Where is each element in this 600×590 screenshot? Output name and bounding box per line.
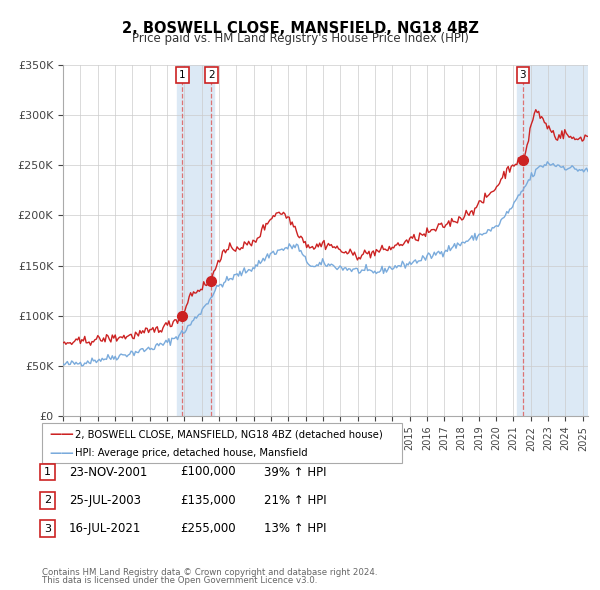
Text: ——: ——	[49, 447, 74, 460]
Text: 2, BOSWELL CLOSE, MANSFIELD, NG18 4BZ: 2, BOSWELL CLOSE, MANSFIELD, NG18 4BZ	[122, 21, 478, 35]
Text: 25-JUL-2003: 25-JUL-2003	[69, 494, 141, 507]
Text: £255,000: £255,000	[180, 522, 236, 535]
Text: Price paid vs. HM Land Registry's House Price Index (HPI): Price paid vs. HM Land Registry's House …	[131, 32, 469, 45]
Text: 3: 3	[44, 524, 51, 533]
Text: HPI: Average price, detached house, Mansfield: HPI: Average price, detached house, Mans…	[75, 448, 308, 458]
Text: 2, BOSWELL CLOSE, MANSFIELD, NG18 4BZ (detached house): 2, BOSWELL CLOSE, MANSFIELD, NG18 4BZ (d…	[75, 430, 383, 440]
Text: 1: 1	[179, 70, 186, 80]
Bar	[178, 65, 214, 416]
Text: 39% ↑ HPI: 39% ↑ HPI	[264, 466, 326, 478]
Bar	[517, 65, 588, 416]
Text: 16-JUL-2021: 16-JUL-2021	[69, 522, 142, 535]
Text: 13% ↑ HPI: 13% ↑ HPI	[264, 522, 326, 535]
Text: 21% ↑ HPI: 21% ↑ HPI	[264, 494, 326, 507]
Text: ——: ——	[49, 428, 74, 441]
Text: 23-NOV-2001: 23-NOV-2001	[69, 466, 148, 478]
Text: 1: 1	[44, 467, 51, 477]
Text: 3: 3	[520, 70, 526, 80]
Text: £100,000: £100,000	[180, 466, 236, 478]
Text: 2: 2	[208, 70, 215, 80]
Text: Contains HM Land Registry data © Crown copyright and database right 2024.: Contains HM Land Registry data © Crown c…	[42, 568, 377, 577]
Text: £135,000: £135,000	[180, 494, 236, 507]
Text: 2: 2	[44, 496, 51, 505]
Text: This data is licensed under the Open Government Licence v3.0.: This data is licensed under the Open Gov…	[42, 576, 317, 585]
